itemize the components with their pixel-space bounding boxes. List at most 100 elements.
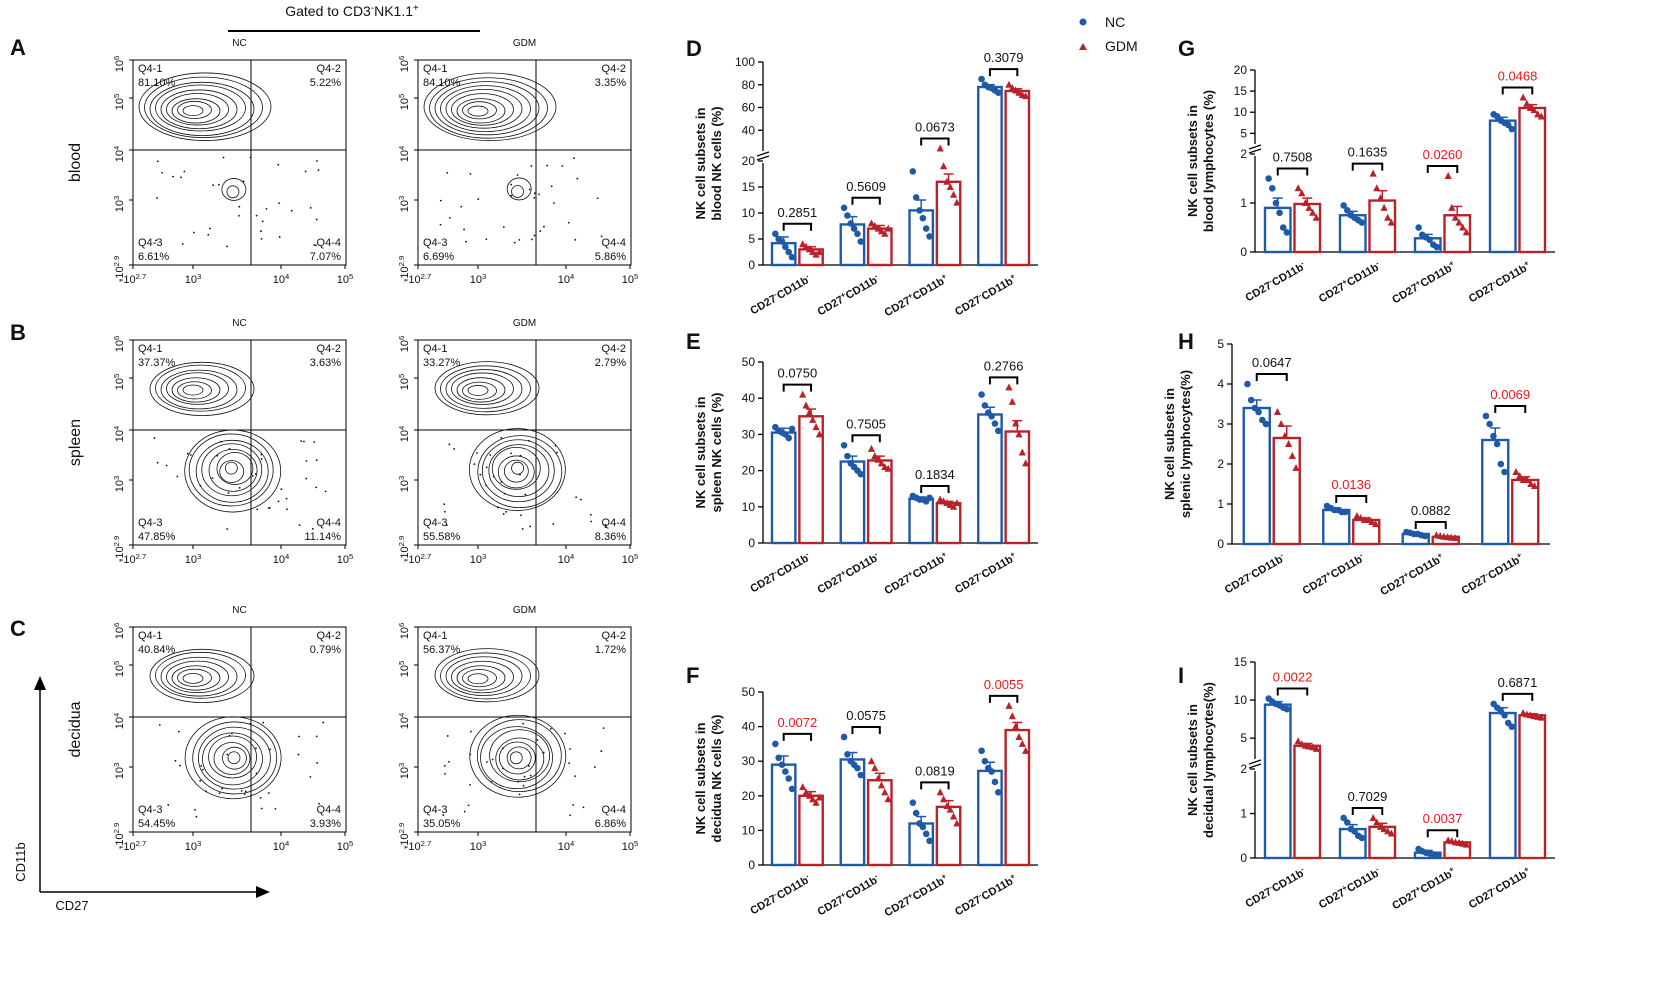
- contour-ring: [462, 669, 497, 688]
- event-dot: [473, 463, 476, 466]
- event-dot: [212, 184, 215, 186]
- contour-ring: [155, 364, 246, 412]
- data-point-nc: [981, 757, 989, 765]
- y-tick-label: 20: [1234, 63, 1248, 77]
- x-tick-label: 105: [622, 272, 639, 287]
- data-point-gdm: [1005, 383, 1013, 391]
- bar-group: 0.0819 CD27+CD11b+: [883, 763, 962, 919]
- event-dot: [502, 747, 504, 750]
- x-tick-label: 103: [470, 272, 487, 287]
- y-tick-label: 104: [112, 712, 127, 729]
- contour-ring: [149, 81, 255, 136]
- bar-nc: [1481, 438, 1510, 546]
- event-dot: [209, 227, 211, 230]
- y-axis-label-line2: splenic lymphocytes(%): [1178, 370, 1193, 518]
- contour-ring: [184, 429, 282, 513]
- contour-ring: [440, 652, 531, 700]
- data-point-gdm: [1537, 112, 1545, 120]
- event-dot: [444, 772, 446, 775]
- significance-bracket: [851, 434, 881, 443]
- event-dot: [324, 490, 327, 493]
- bar-chart-E: E 0 10 20 30 40 50 NK cell subsets in spleen NK …: [686, 329, 1038, 597]
- event-dot: [195, 815, 198, 818]
- x-tick-label: 105: [622, 839, 639, 854]
- category-label: CD27-CD11b-: [1242, 258, 1308, 305]
- legend-gdm-label: GDM: [1105, 38, 1138, 54]
- event-dot: [604, 523, 607, 526]
- contour-ring: [166, 660, 229, 694]
- event-dot: [177, 730, 180, 733]
- data-point-nc: [788, 785, 796, 793]
- significance-bracket: [1335, 495, 1368, 503]
- event-dot: [550, 185, 553, 188]
- bar-group: 0.0260 CD27+CD11b+: [1390, 147, 1472, 306]
- data-point-nc: [854, 764, 861, 772]
- axis-label-cd11b: CD11b: [13, 842, 28, 882]
- category-label: CD27-CD11b+: [1466, 864, 1534, 912]
- y-tick-label: 1: [1240, 196, 1247, 210]
- category-label: CD27+CD11b-: [814, 549, 882, 596]
- data-point-gdm: [799, 240, 807, 248]
- y-tick-label: 15: [742, 180, 756, 194]
- event-dots: [443, 436, 607, 530]
- event-dot: [549, 727, 552, 730]
- event-dot: [489, 454, 492, 456]
- panel-letter-G: G: [1178, 36, 1195, 61]
- data-point-gdm: [815, 430, 824, 438]
- data-point-nc: [772, 740, 779, 748]
- quadrant-q1-name: Q4-1: [423, 630, 447, 642]
- x-tick-label: -102.7: [120, 839, 147, 854]
- bar-group: 0.1635 CD27+CD11b-: [1316, 145, 1397, 305]
- data-point-gdm: [1462, 228, 1470, 236]
- axis-arrows: CD11b CD27: [13, 676, 270, 913]
- data-point-nc: [785, 248, 792, 256]
- contour-ring: [177, 668, 212, 687]
- contour-ring: [468, 428, 566, 511]
- data-point-nc: [1508, 125, 1516, 133]
- event-dot: [313, 441, 316, 443]
- event-dot: [303, 440, 305, 443]
- event-dot: [513, 241, 516, 244]
- contour-ring: [221, 178, 247, 201]
- data-point-gdm: [877, 227, 886, 235]
- event-dot: [165, 464, 168, 467]
- y-tick-label: 105: [112, 661, 127, 678]
- event-dot: [530, 165, 533, 167]
- y-axis-label-line1: NK cell subsets in: [1185, 704, 1200, 816]
- event-dot: [569, 748, 571, 750]
- event-dot: [155, 239, 157, 242]
- data-point-gdm: [884, 224, 892, 232]
- significance-bracket: [1276, 687, 1309, 696]
- data-point-nc: [1433, 243, 1441, 251]
- bar-gdm: [1518, 714, 1547, 860]
- data-point-gdm: [1312, 213, 1320, 221]
- category-label: CD27-CD11b+: [1458, 550, 1526, 598]
- event-dot: [226, 245, 228, 248]
- event-dot: [446, 171, 449, 174]
- contour-ring: [201, 443, 263, 497]
- event-dot: [277, 163, 280, 166]
- event-dot: [510, 452, 512, 455]
- event-dot: [181, 243, 184, 245]
- event-dot: [575, 496, 578, 499]
- significance-bracket: [1414, 521, 1447, 529]
- quadrant-q3-value: 6.61%: [138, 251, 169, 263]
- contour-ring: [198, 726, 271, 790]
- event-dot: [538, 193, 540, 196]
- event-dot: [238, 214, 240, 217]
- data-point-gdm: [1459, 223, 1467, 231]
- category-label: CD27+CD11b-: [1316, 258, 1384, 305]
- significance-bracket: [1351, 806, 1384, 815]
- event-dot: [439, 199, 442, 202]
- event-dot: [285, 497, 288, 500]
- x-tick-label: 103: [470, 552, 487, 567]
- contour-ring: [456, 665, 506, 691]
- contour-ring: [434, 361, 540, 416]
- y-tick-label: 5: [1240, 731, 1247, 745]
- panel-letter-B: B: [10, 320, 26, 345]
- event-dot: [600, 750, 603, 752]
- data-point-gdm: [1298, 189, 1306, 197]
- event-dot: [554, 444, 557, 447]
- significance-bracket: [1255, 373, 1288, 381]
- data-point-gdm: [1519, 93, 1527, 101]
